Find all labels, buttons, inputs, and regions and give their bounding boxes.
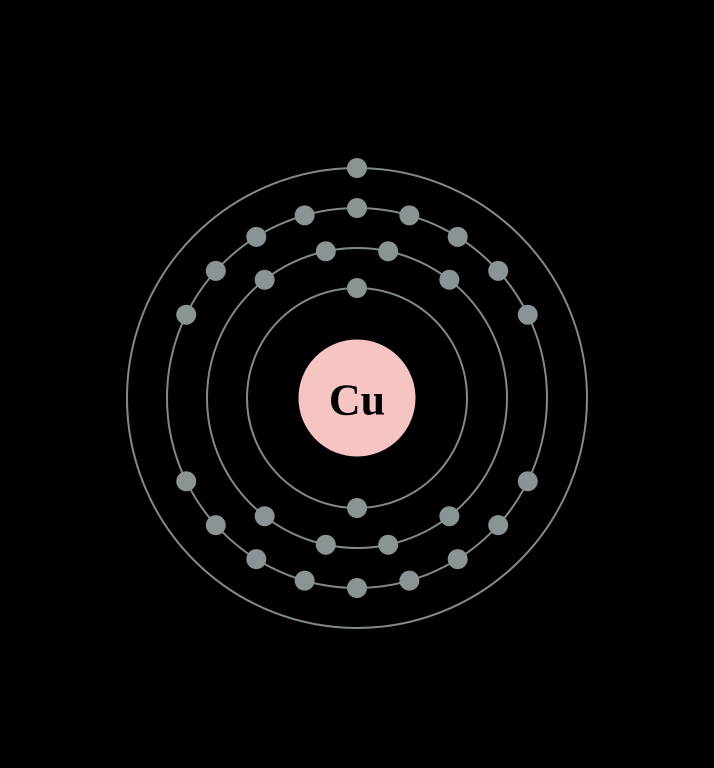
electron (206, 515, 226, 535)
electron (316, 535, 336, 555)
electron (488, 515, 508, 535)
electron (347, 158, 367, 178)
electron (518, 471, 538, 491)
electron (378, 535, 398, 555)
electron (439, 270, 459, 290)
electron (246, 227, 266, 247)
electron (488, 261, 508, 281)
electron (347, 578, 367, 598)
electron (399, 571, 419, 591)
electron (255, 270, 275, 290)
electron (347, 198, 367, 218)
electron (378, 241, 398, 261)
electron (176, 305, 196, 325)
electron-shell-diagram: Cu (0, 0, 714, 768)
electron (176, 471, 196, 491)
electron (448, 227, 468, 247)
electron (347, 278, 367, 298)
electron (347, 498, 367, 518)
electron (448, 549, 468, 569)
electron (295, 205, 315, 225)
electron (246, 549, 266, 569)
electron (518, 305, 538, 325)
electron (255, 506, 275, 526)
electron (295, 571, 315, 591)
electron (399, 205, 419, 225)
electron (206, 261, 226, 281)
element-symbol: Cu (329, 376, 385, 425)
electron (439, 506, 459, 526)
diagram-container: Cu (0, 0, 714, 768)
electron (316, 241, 336, 261)
